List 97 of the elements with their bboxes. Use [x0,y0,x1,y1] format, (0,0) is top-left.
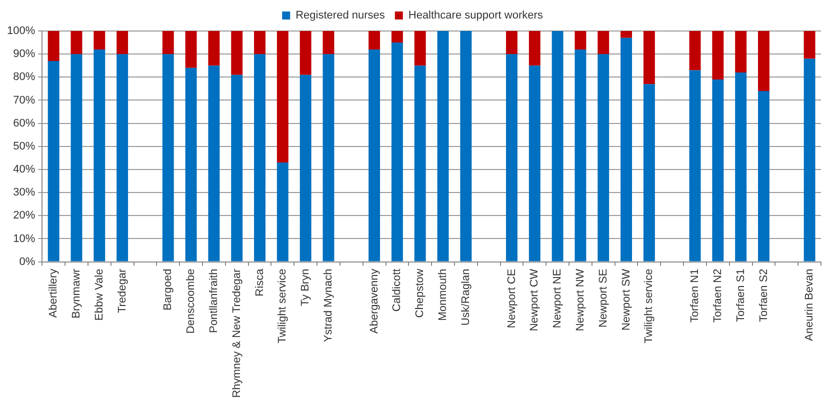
bar [643,84,655,262]
x-tick-label: Bargoed [162,268,174,310]
x-tick-label: Torfaen N1 [689,268,702,323]
bar [231,74,243,262]
bar [712,31,724,80]
bar [276,162,288,262]
bar [254,54,266,262]
bar [552,31,564,262]
bar [185,68,197,262]
bar [414,31,426,66]
legend-label: Healthcare support workers [408,10,544,22]
x-tick-label: Torfaen S1 [734,268,747,322]
bar [70,54,82,262]
x-tick-label: Usk/Raglan [460,268,472,326]
x-tick-label: Abergavenny [368,268,380,334]
y-tick-label: 90% [13,48,36,60]
bar [48,61,60,262]
x-tick-label: Twilight service [276,268,289,344]
bar [437,31,449,262]
bar [368,31,380,50]
x-tick-label: Twilight service [643,268,656,344]
x-tick-label: Aneurin Bevan [804,268,816,341]
bar [322,31,334,54]
y-tick-label: 60% [13,117,36,130]
x-tick-label: Abertillery [48,268,60,318]
bar [322,54,334,262]
legend-label: Registered nurses [296,10,386,22]
bar [735,31,747,73]
x-tick-label: Newport SW [620,268,632,331]
bar [758,91,770,262]
x-tick-label: Newport SE [597,268,610,328]
bar [94,31,106,50]
bar [506,54,518,262]
x-tick-label: Newport CE [506,268,518,328]
x-tick-label: Pontllanfraith [208,268,220,334]
x-tick-label: Denscoombe [185,268,198,334]
bar [208,31,220,66]
bar [94,49,106,262]
bar [528,31,540,66]
bar [758,31,770,92]
x-tick-label: Torfaen S2 [758,268,770,322]
x-tick-label: Tredegar [116,268,128,314]
bar [254,31,266,54]
bar [735,72,747,262]
x-tick-label: Caldicott [391,268,404,312]
bar [48,31,60,62]
bar [414,66,426,262]
bar [162,54,174,262]
y-tick-label: 80% [13,71,36,84]
y-tick-label: 30% [13,186,36,199]
bar [689,70,701,262]
x-tick-label: Ebbw Vale [93,268,106,321]
x-tick-label: Ystrad Mynach [322,268,335,342]
bar [620,38,632,262]
bar [300,74,312,262]
bar [208,66,220,262]
bar [116,31,128,54]
x-tick-label: Chepstow [414,268,426,318]
y-tick-label: 0% [19,256,36,268]
bar [620,31,632,38]
x-tick-label: Ty Bryn [300,268,312,306]
bar [804,58,816,262]
bar [368,49,380,262]
bar [185,31,197,68]
bar [804,31,816,59]
bar [276,31,288,163]
bar [391,42,403,262]
y-tick-label: 40% [13,164,36,176]
bar [460,31,472,262]
x-tick-label: Brynmawr [70,268,83,318]
x-tick-label: Risca [254,268,266,296]
y-tick-label: 50% [13,140,36,152]
bar [162,31,174,54]
bar [300,31,312,75]
bar [574,31,586,50]
bar [712,79,724,262]
x-tick-label: Newport CW [528,268,541,332]
x-tick-label: Newport NE [552,268,564,328]
bar [506,31,518,54]
bar [231,31,243,75]
bar [70,31,82,54]
bar [116,54,128,262]
bar [643,31,655,84]
bar [528,66,540,262]
x-tick-label: Rhymney & New Tredegar [230,268,243,398]
x-tick-label: Newport NW [574,268,586,332]
bar [598,31,610,54]
y-tick-label: 100% [6,25,36,38]
x-tick-label: Monmouth [437,268,450,321]
bar [391,31,403,43]
y-tick-label: 70% [13,94,36,106]
bar [689,31,701,70]
y-tick-label: 10% [13,232,36,245]
y-tick-label: 20% [13,210,36,222]
bar [574,49,586,262]
x-tick-label: Torfaen N2 [712,268,724,323]
bar [598,54,610,262]
